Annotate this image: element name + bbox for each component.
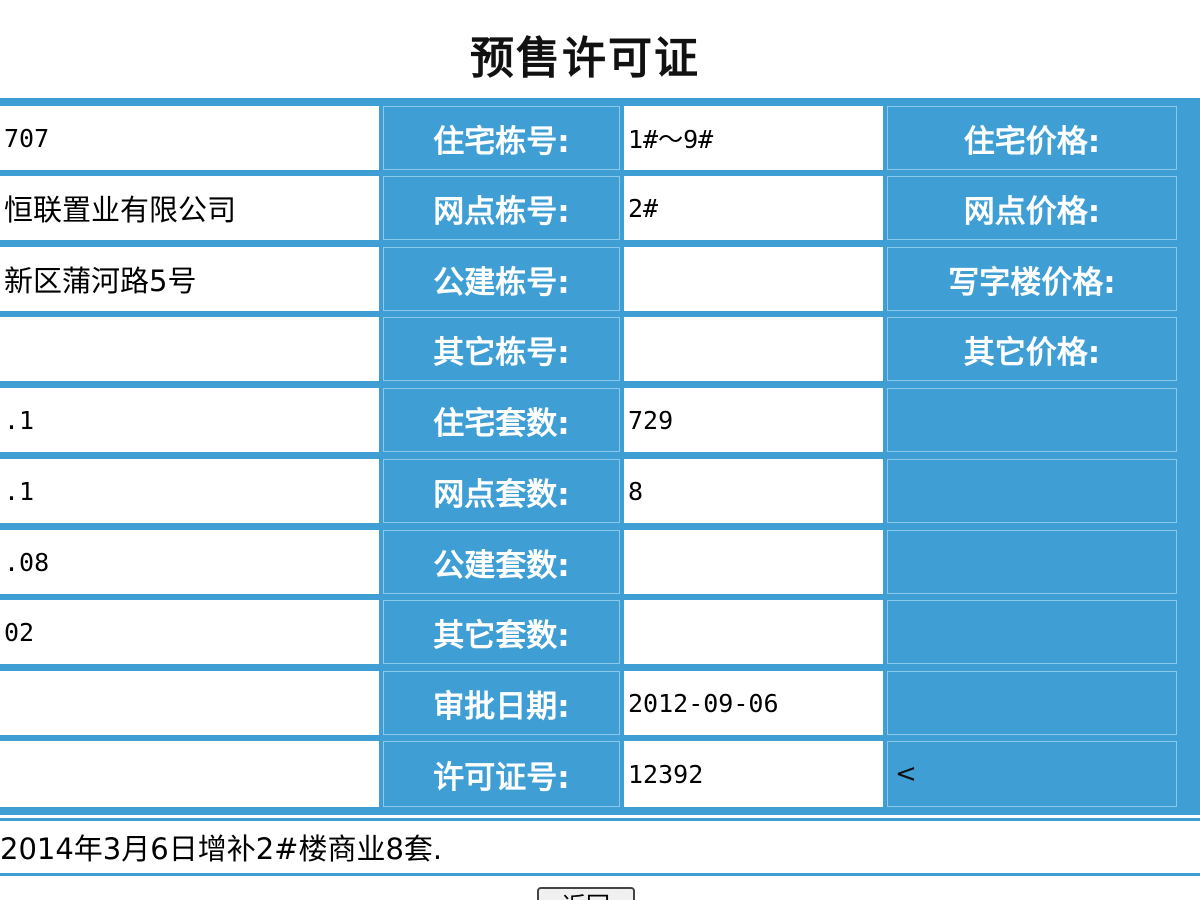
- field-label: 住宅价格:: [887, 106, 1177, 170]
- field-value: 729: [624, 388, 883, 452]
- field-value: 2012-09-06: [624, 671, 883, 735]
- field-label: 其它套数:: [383, 600, 620, 664]
- left-value-cell: .1: [0, 388, 379, 452]
- left-value-cell: .08: [0, 530, 379, 594]
- field-value: [624, 317, 883, 381]
- left-value-cell: .1: [0, 459, 379, 523]
- field-label: [887, 671, 1177, 735]
- field-value: 1#～9#: [624, 106, 883, 170]
- field-label: <: [887, 741, 1177, 807]
- left-value-cell: [0, 741, 379, 807]
- field-label: 许可证号:: [383, 741, 620, 807]
- field-label: 公建套数:: [383, 530, 620, 594]
- page-title: 预售许可证: [470, 33, 700, 84]
- left-value-cell: 02: [0, 600, 379, 664]
- field-label: 其它价格:: [887, 317, 1177, 381]
- field-label: 网点套数:: [383, 459, 620, 523]
- field-label: [887, 388, 1177, 452]
- field-label: 网点栋号:: [383, 176, 620, 240]
- field-label: 住宅套数:: [383, 388, 620, 452]
- field-value: 2#: [624, 176, 883, 240]
- field-value: [624, 247, 883, 311]
- field-label: [887, 600, 1177, 664]
- field-label: 住宅栋号:: [383, 106, 620, 170]
- field-label: 审批日期:: [383, 671, 620, 735]
- field-label: 其它栋号:: [383, 317, 620, 381]
- field-label: [887, 530, 1177, 594]
- remark-text: 2014年3月6日增补2#楼商业8套.: [0, 818, 1200, 876]
- field-label: 网点价格:: [887, 176, 1177, 240]
- left-value-cell: [0, 671, 379, 735]
- field-label: 公建栋号:: [383, 247, 620, 311]
- return-button[interactable]: 返回: [537, 887, 635, 900]
- field-value: 12392: [624, 741, 883, 807]
- left-value-cell: 新区蒲河路5号: [0, 247, 379, 311]
- field-label: [887, 459, 1177, 523]
- left-value-cell: 恒联置业有限公司: [0, 176, 379, 240]
- permit-table: 707 住宅栋号: 1#～9# 住宅价格: 恒联置业有限公司 网点栋号: 2# …: [0, 98, 1200, 815]
- field-value: [624, 600, 883, 664]
- field-label: 写字楼价格:: [887, 247, 1177, 311]
- field-value: [624, 530, 883, 594]
- left-value-cell: 707: [0, 106, 379, 170]
- field-value: 8: [624, 459, 883, 523]
- left-value-cell: [0, 317, 379, 381]
